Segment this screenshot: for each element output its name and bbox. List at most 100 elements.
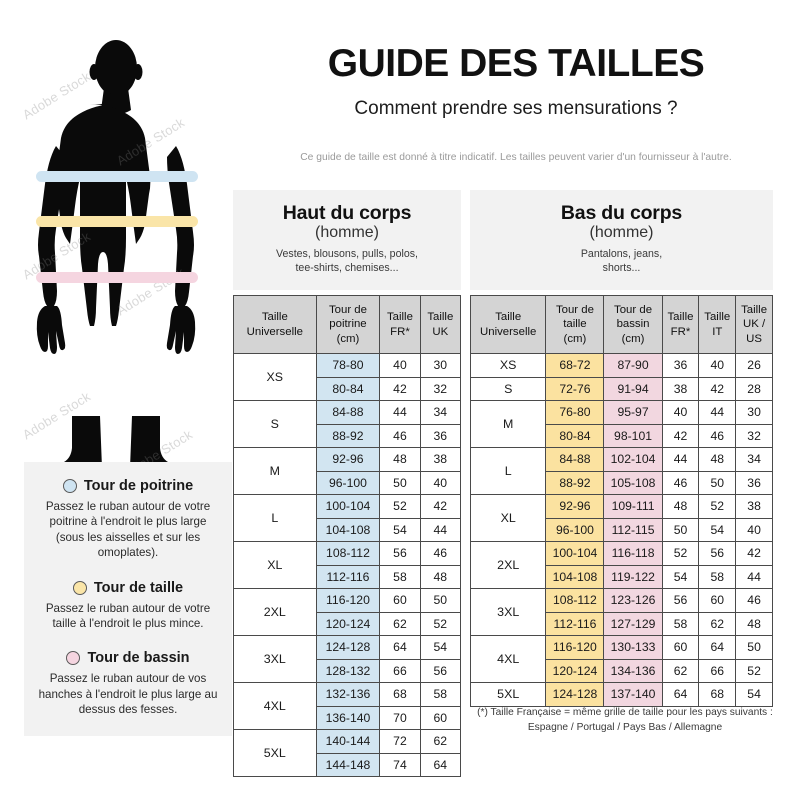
data-cell: 64: [661, 682, 700, 707]
data-cell: 78-80: [315, 353, 381, 378]
data-cell: 88-92: [545, 470, 605, 495]
lower-body-table-head: Taille Universelle Tour de taille (cm) Tour d…: [469, 295, 773, 354]
data-cell: 48: [379, 447, 421, 472]
data-cell: 46: [735, 588, 773, 613]
data-cell: 32: [735, 423, 773, 448]
upper-body-size-table: Taille Universelle Tour de poitrine (cm) Tail…: [233, 295, 462, 777]
data-cell: 36: [735, 470, 773, 495]
data-cell: 70: [379, 705, 421, 730]
data-cell: 68-72: [545, 353, 605, 378]
lower-body-table-body: XS 68-72 87-90 36 40 26 S 72-76 91-94 38 42 28 M 76-8…: [469, 353, 773, 707]
data-cell: 50: [379, 470, 421, 495]
legend-item-hip: Tour de bassin Passez le ruban autour de …: [32, 650, 224, 717]
data-cell: 80-84: [315, 376, 381, 401]
data-cell: 56: [661, 588, 700, 613]
data-cell: 124-128: [545, 682, 605, 707]
table-row: 2XL 116-120 60 50: [233, 588, 462, 636]
data-cell: 130-133: [603, 635, 663, 660]
data-cell: 44: [698, 400, 737, 425]
data-cell: 54: [661, 564, 700, 589]
data-cell: 102-104: [603, 447, 663, 472]
data-cell: 42: [379, 376, 421, 401]
size-label-cell: 2XL: [469, 541, 547, 589]
data-cell: 60: [661, 635, 700, 660]
data-cell: 137-140: [603, 682, 663, 707]
data-cell: 92-96: [315, 447, 381, 472]
data-cell: 100-104: [315, 494, 381, 519]
data-cell: 64: [379, 635, 421, 660]
table-row: XS 68-72 87-90 36 40 26: [469, 353, 773, 378]
size-label-cell: M: [233, 447, 317, 495]
table-row: 88-92 46 36: [234, 423, 462, 448]
column-header-2: Tour de bassin (cm): [603, 295, 663, 354]
data-cell: 46: [661, 470, 700, 495]
size-label-cell: 5XL: [233, 729, 317, 777]
size-label-cell: XS: [469, 353, 547, 378]
data-cell: 54: [735, 682, 773, 707]
size-label-cell: L: [469, 447, 547, 495]
waist-color-dot-icon: [72, 580, 87, 595]
data-cell: 52: [419, 611, 462, 636]
lower-body-items: Pantalons, jeans, shorts...: [580, 248, 663, 274]
data-cell: 52: [735, 658, 773, 683]
data-cell: 42: [735, 541, 773, 566]
data-cell: 42: [419, 494, 462, 519]
data-cell: 64: [698, 635, 737, 660]
data-cell: 54: [419, 635, 462, 660]
column-header-2: Taille FR*: [379, 295, 421, 354]
data-cell: 68: [379, 682, 421, 707]
table-row: 144-148 74 64: [234, 752, 462, 777]
data-cell: 116-120: [545, 635, 605, 660]
lower-body-panel: Bas du corps (homme) Pantalons, jeans, sh…: [470, 190, 773, 290]
lower-body-title: Bas du corps: [560, 202, 683, 224]
legend-item-description: Passez le ruban autour de votre poitrine…: [45, 500, 211, 560]
page-subtitle: Comment prendre ses mensurations ?: [354, 98, 678, 119]
table-header-row: Taille Universelle Tour de poitrine (cm) Tail…: [233, 295, 462, 354]
data-cell: 95-97: [603, 400, 663, 425]
data-cell: 50: [698, 470, 737, 495]
data-cell: 144-148: [315, 752, 381, 777]
data-cell: 74: [379, 752, 421, 777]
waist-measure-band: [36, 216, 198, 227]
data-cell: 80-84: [545, 423, 605, 448]
data-cell: 104-108: [315, 517, 381, 542]
data-cell: 127-129: [603, 611, 663, 636]
legend-item-header: Tour de bassin: [32, 650, 224, 666]
table-row: M 92-96 48 38: [233, 447, 462, 495]
data-cell: 108-112: [315, 541, 381, 566]
table-row: 5XL 140-144 72 62: [233, 729, 462, 777]
data-cell: 76-80: [545, 400, 605, 425]
legend-item-waist: Tour de taille Passez le ruban autour de …: [32, 580, 224, 632]
table-row: 112-116 127-129 58 62 48: [471, 611, 773, 636]
size-label-cell: 5XL: [469, 682, 547, 707]
data-cell: 40: [661, 400, 700, 425]
data-cell: 34: [419, 400, 462, 425]
column-header-1: Tour de taille (cm): [545, 295, 605, 354]
column-header-3: Taille FR*: [661, 295, 700, 354]
column-header-3: Taille UK: [419, 295, 462, 354]
legend-spacer: [32, 635, 224, 650]
size-label-cell: XL: [233, 541, 317, 589]
data-cell: 50: [419, 588, 462, 613]
table-row: L 100-104 52 42: [233, 494, 462, 542]
page-title: GUIDE DES TAILLES: [327, 42, 705, 85]
data-cell: 48: [735, 611, 773, 636]
upper-body-title: Haut du corps: [282, 202, 412, 224]
data-cell: 134-136: [603, 658, 663, 683]
data-cell: 38: [419, 447, 462, 472]
data-cell: 28: [735, 376, 773, 401]
data-cell: 64: [419, 752, 462, 777]
data-cell: 46: [698, 423, 737, 448]
data-cell: 52: [661, 541, 700, 566]
legend-item-header: Tour de taille: [32, 580, 224, 596]
data-cell: 26: [735, 353, 773, 378]
lower-body-subtitle: (homme): [589, 224, 654, 241]
data-cell: 62: [661, 658, 700, 683]
data-cell: 40: [735, 517, 773, 542]
legend-item-description: Passez le ruban autour de votre taille à…: [45, 601, 211, 631]
data-cell: 36: [661, 353, 700, 378]
data-cell: 38: [661, 376, 700, 401]
table-row: 96-100 50 40: [234, 470, 462, 495]
data-cell: 72-76: [545, 376, 605, 401]
